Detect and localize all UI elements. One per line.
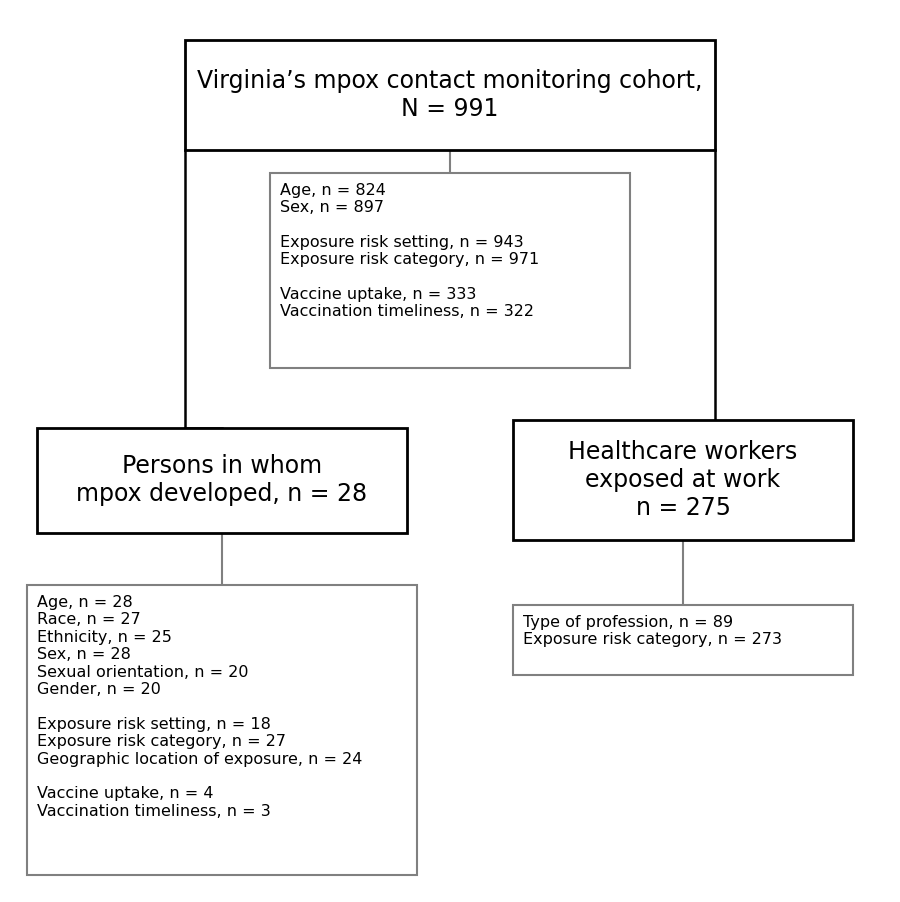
Bar: [513, 605, 853, 675]
Bar: [270, 172, 630, 367]
Text: Type of profession, n = 89
Exposure risk category, n = 273: Type of profession, n = 89 Exposure risk…: [523, 615, 782, 648]
Text: Age, n = 824
Sex, n = 897

Exposure risk setting, n = 943
Exposure risk category: Age, n = 824 Sex, n = 897 Exposure risk …: [280, 182, 539, 319]
Text: Healthcare workers
exposed at work
n = 275: Healthcare workers exposed at work n = 2…: [569, 440, 797, 520]
Text: Persons in whom
mpox developed, n = 28: Persons in whom mpox developed, n = 28: [76, 454, 367, 506]
Bar: [513, 420, 853, 540]
Text: Virginia’s mpox contact monitoring cohort,
N = 991: Virginia’s mpox contact monitoring cohor…: [197, 69, 703, 121]
Text: Age, n = 28
Race, n = 27
Ethnicity, n = 25
Sex, n = 28
Sexual orientation, n = 2: Age, n = 28 Race, n = 27 Ethnicity, n = …: [37, 595, 363, 819]
Bar: [185, 40, 715, 150]
Bar: [37, 428, 407, 532]
Bar: [27, 585, 417, 875]
